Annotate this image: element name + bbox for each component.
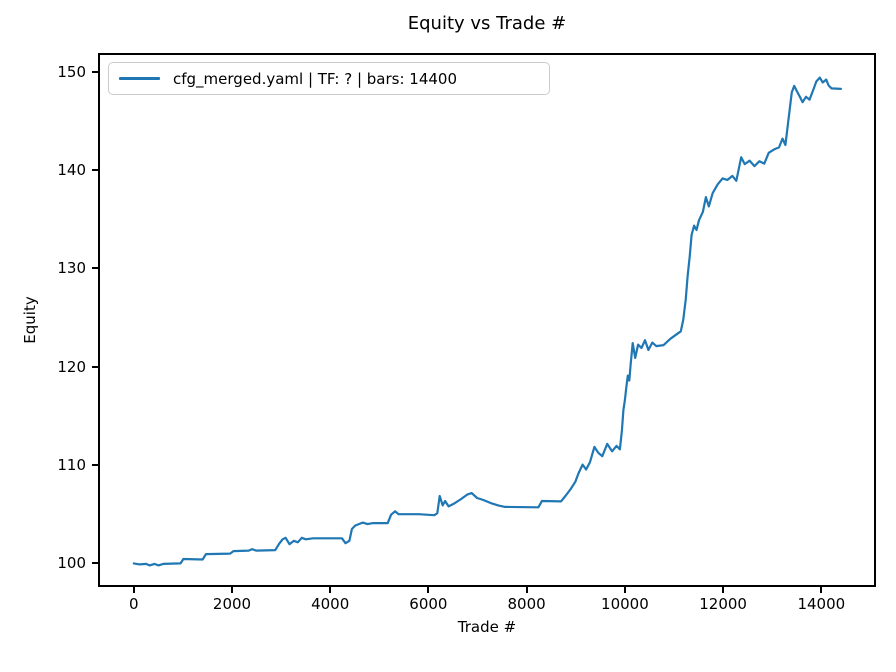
x-tick-mark bbox=[329, 587, 332, 593]
legend-line-sample bbox=[119, 77, 160, 80]
x-tick-label: 14000 bbox=[797, 595, 846, 613]
x-tick-mark bbox=[525, 587, 528, 593]
y-tick-label: 100 bbox=[57, 554, 86, 573]
legend-label: cfg_merged.yaml | TF: ? | bars: 14400 bbox=[173, 69, 458, 88]
y-tick-mark bbox=[92, 562, 98, 565]
x-tick-mark bbox=[820, 587, 823, 593]
x-tick-label: 0 bbox=[129, 595, 139, 613]
x-tick-label: 4000 bbox=[311, 595, 350, 613]
y-tick-label: 140 bbox=[57, 161, 86, 179]
equity-curve bbox=[132, 76, 843, 567]
y-tick-mark bbox=[92, 70, 98, 73]
y-tick-label: 110 bbox=[57, 456, 86, 475]
y-tick-label: 150 bbox=[57, 62, 86, 81]
plot-svg bbox=[132, 76, 843, 567]
x-tick-label: 12000 bbox=[699, 595, 747, 613]
x-tick-mark bbox=[427, 587, 430, 593]
y-tick-mark bbox=[92, 464, 98, 467]
y-tick-mark bbox=[92, 365, 98, 368]
chart-title: Equity vs Trade # bbox=[407, 13, 567, 34]
x-tick-label: 10000 bbox=[601, 595, 649, 613]
x-tick-label: 6000 bbox=[409, 595, 448, 613]
y-axis-label: Equity bbox=[21, 296, 39, 344]
y-tick-mark bbox=[92, 267, 98, 270]
x-tick-mark bbox=[722, 587, 725, 593]
x-tick-mark bbox=[231, 587, 233, 593]
y-tick-label: 120 bbox=[57, 357, 86, 376]
x-axis-label: Trade # bbox=[457, 618, 517, 636]
legend-box: cfg_merged.yaml | TF: ? | bars: 14400 bbox=[108, 62, 550, 95]
x-tick-mark bbox=[132, 587, 135, 593]
x-tick-mark bbox=[623, 587, 626, 593]
x-tick-label: 8000 bbox=[507, 595, 546, 613]
y-tick-mark bbox=[92, 169, 98, 171]
plot-area: 0 2000 4000 6000 8000 10000 12000 14000 100 110 12… bbox=[57, 53, 876, 613]
x-tick-label: 2000 bbox=[212, 595, 252, 613]
y-tick-label: 130 bbox=[57, 259, 86, 278]
